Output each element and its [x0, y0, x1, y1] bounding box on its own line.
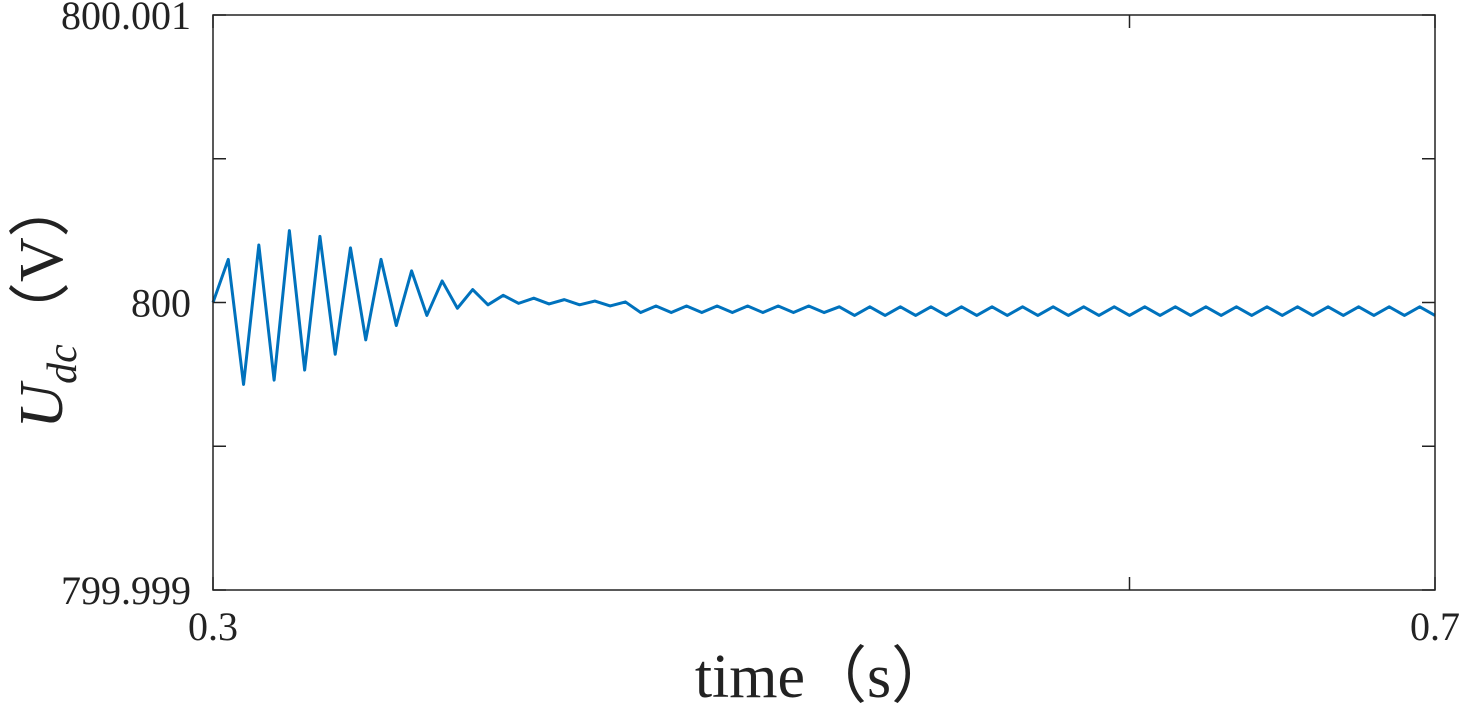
plot-frame	[212, 14, 1436, 591]
x-tick-label: 0.3	[188, 604, 238, 649]
data-line	[211, 229, 1436, 386]
y-axis-label: Udc（V）	[8, 175, 86, 428]
y-label-unit: （V）	[8, 175, 76, 344]
y-label-subscript: dc	[40, 344, 86, 384]
y-label-symbol: U	[8, 380, 76, 429]
y-tick-label: 800.001	[61, 0, 191, 38]
y-tick-label: 799.999	[61, 568, 191, 613]
x-axis-label: time（s）	[695, 643, 953, 710]
y-tick-label: 800	[131, 281, 191, 326]
x-tick-label: 0.7	[1410, 604, 1460, 649]
